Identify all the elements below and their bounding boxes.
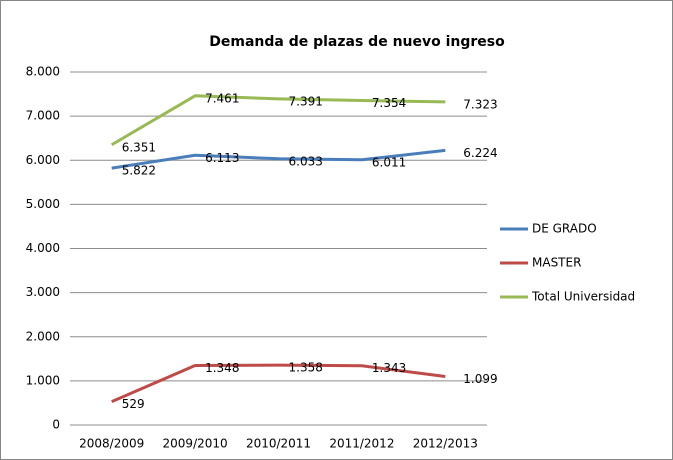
- data-label: 7.391: [289, 94, 323, 108]
- y-tick-label: 5.000: [26, 197, 60, 211]
- data-label: 1.099: [463, 372, 497, 386]
- data-label: 7.461: [205, 91, 239, 105]
- x-tick-label: 2012/2013: [413, 437, 478, 451]
- data-label: 6.113: [205, 151, 239, 165]
- data-label: 1.348: [205, 361, 239, 375]
- series-line: [111, 148, 446, 170]
- legend-label: DE GRADO: [532, 222, 597, 236]
- data-label: 6.224: [463, 146, 497, 160]
- x-tick-label: 2009/2010: [163, 437, 228, 451]
- legend-label: Total Universidad: [531, 290, 635, 304]
- data-label: 6.351: [122, 140, 156, 154]
- data-label: 7.323: [463, 97, 497, 111]
- series-line: [111, 363, 446, 404]
- chart-title: Demanda de plazas de nuevo ingreso: [209, 34, 505, 50]
- y-tick-label: 2.000: [26, 329, 60, 343]
- y-tick-label: 8.000: [26, 65, 60, 79]
- data-label: 5.822: [122, 164, 156, 178]
- x-tick-label: 2008/2009: [79, 437, 144, 451]
- x-tick-label: 2010/2011: [246, 437, 311, 451]
- data-label: 6.011: [372, 155, 406, 169]
- data-label: 1.358: [289, 361, 323, 375]
- y-tick-label: 7.000: [26, 109, 60, 123]
- y-tick-label: 3.000: [26, 285, 60, 299]
- data-label: 529: [122, 397, 145, 411]
- y-tick-label: 1.000: [26, 373, 60, 387]
- y-tick-label: 6.000: [26, 153, 60, 167]
- data-label: 7.354: [372, 96, 406, 110]
- y-tick-label: 0: [52, 418, 60, 432]
- series-line: [110, 94, 446, 147]
- legend-label: MASTER: [532, 256, 581, 270]
- data-label: 6.033: [289, 154, 323, 168]
- x-tick-label: 2011/2012: [329, 437, 394, 451]
- y-tick-label: 4.000: [26, 241, 60, 255]
- data-label: 1.343: [372, 361, 406, 375]
